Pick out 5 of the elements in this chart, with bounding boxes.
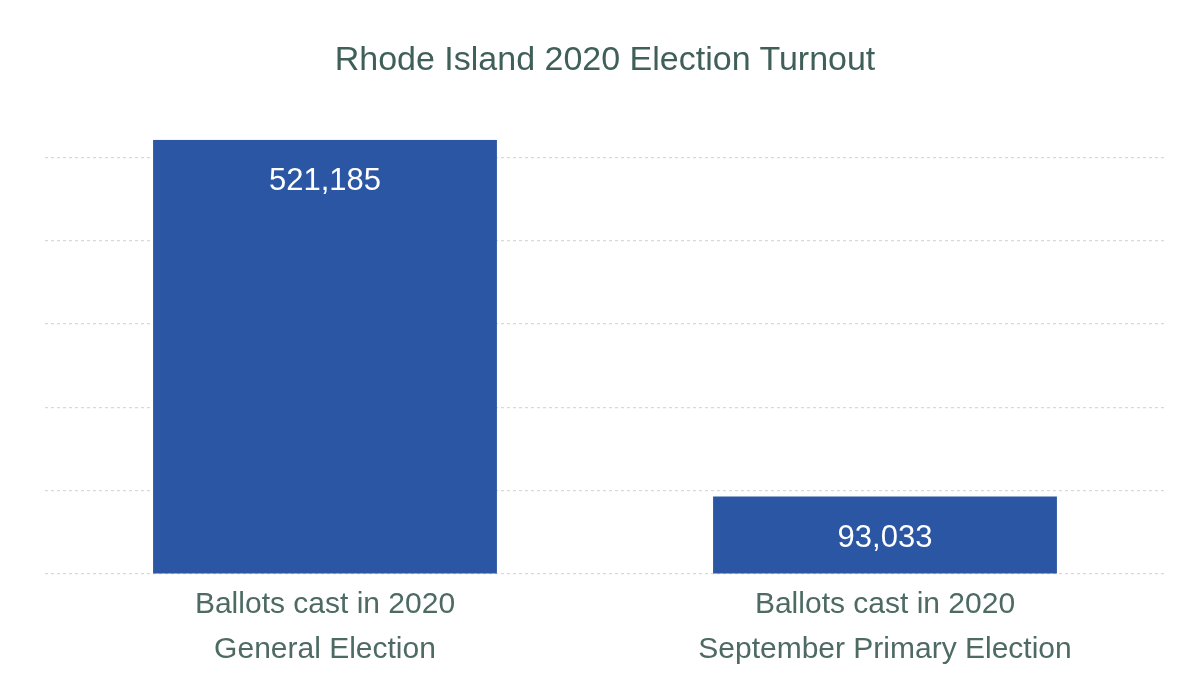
chart-title: Rhode Island 2020 Election Turnout: [334, 38, 876, 77]
x-tick-label: Ballots cast in 2020 General Election: [194, 585, 456, 664]
x-tick-label: Ballots cast in 2020 September Primary Election: [698, 585, 1072, 664]
data-label: 93,033: [837, 519, 933, 555]
data-label: 521,185: [268, 162, 382, 198]
